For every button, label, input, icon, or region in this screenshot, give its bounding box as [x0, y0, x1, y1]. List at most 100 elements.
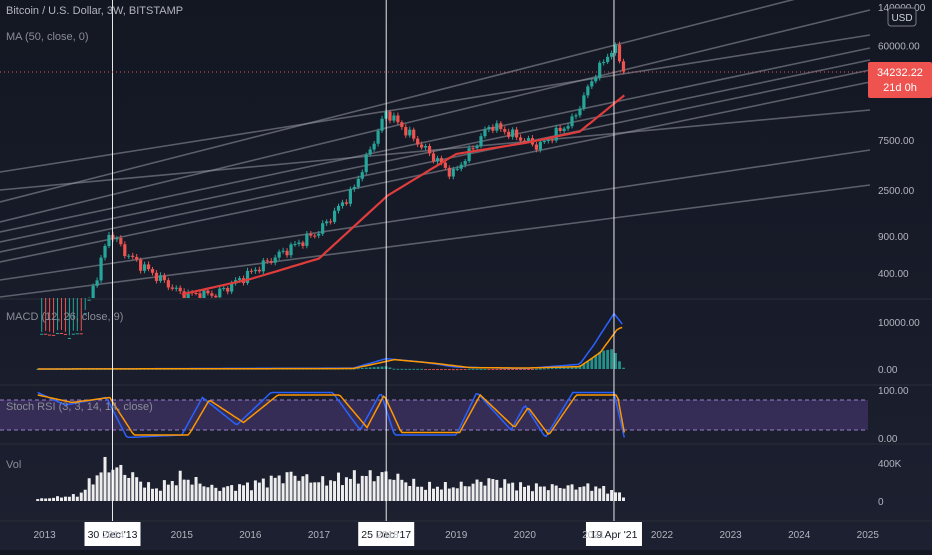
candle-body[interactable] — [150, 269, 155, 273]
candle-body[interactable] — [51, 334, 56, 336]
candle-body[interactable] — [416, 138, 420, 145]
candle-body[interactable] — [281, 250, 285, 252]
candle-body[interactable] — [301, 242, 305, 246]
candle-body[interactable] — [479, 136, 483, 146]
candle-body[interactable] — [297, 242, 301, 244]
candle-body[interactable] — [186, 292, 190, 298]
candle-body[interactable] — [218, 288, 222, 298]
candle-body[interactable] — [119, 238, 123, 245]
candle-body[interactable] — [340, 202, 345, 206]
candle-body[interactable] — [459, 164, 463, 169]
candle-body[interactable] — [146, 264, 151, 270]
candle-body[interactable] — [352, 186, 356, 190]
candle-body[interactable] — [317, 233, 321, 236]
candle-body[interactable] — [594, 77, 598, 82]
candle-body[interactable] — [328, 221, 333, 223]
candle-body[interactable] — [392, 115, 396, 121]
candle-body[interactable] — [423, 146, 428, 148]
macd-title[interactable]: MACD (12, 26, close, 9) — [6, 311, 123, 323]
candle-body[interactable] — [285, 250, 289, 256]
candle-body[interactable] — [412, 129, 416, 139]
candle-body[interactable] — [495, 123, 499, 131]
candle-body[interactable] — [75, 333, 79, 335]
candle-body[interactable] — [515, 129, 519, 138]
candle-body[interactable] — [542, 140, 546, 142]
candle-body[interactable] — [467, 148, 471, 162]
ma-legend[interactable]: MA (50, close, 0) — [6, 31, 89, 43]
candle-body[interactable] — [344, 202, 349, 204]
candle-body[interactable] — [99, 257, 103, 281]
candle-body[interactable] — [210, 293, 214, 296]
candle-body[interactable] — [67, 337, 71, 339]
candle-body[interactable] — [55, 332, 60, 334]
candle-body[interactable] — [40, 333, 44, 335]
candle-body[interactable] — [526, 138, 531, 141]
candle-body[interactable] — [174, 287, 178, 289]
candle-body[interactable] — [79, 333, 83, 335]
candle-body[interactable] — [558, 127, 562, 132]
candle-body[interactable] — [321, 223, 325, 234]
candle-body[interactable] — [107, 234, 111, 247]
candle-body[interactable] — [214, 295, 218, 298]
candle-body[interactable] — [578, 108, 582, 116]
candle-body[interactable] — [522, 140, 527, 142]
candle-body[interactable] — [372, 143, 376, 150]
candle-body[interactable] — [194, 293, 198, 295]
candle-body[interactable] — [166, 280, 170, 288]
candle-body[interactable] — [503, 129, 507, 132]
candle-body[interactable] — [546, 139, 550, 141]
candle-body[interactable] — [348, 189, 352, 204]
candle-body[interactable] — [455, 168, 459, 170]
candle-body[interactable] — [613, 44, 618, 53]
candle-body[interactable] — [245, 270, 250, 284]
candle-body[interactable] — [48, 334, 52, 336]
candle-body[interactable] — [336, 205, 341, 211]
candle-body[interactable] — [606, 56, 610, 63]
candle-body[interactable] — [602, 62, 606, 64]
candle-body[interactable] — [368, 149, 372, 155]
candle-body[interactable] — [463, 161, 467, 165]
stoch-k-line[interactable] — [37, 391, 626, 439]
candle-body[interactable] — [127, 255, 131, 257]
candle-body[interactable] — [586, 86, 590, 96]
candle-body[interactable] — [364, 154, 368, 173]
candle-body[interactable] — [435, 158, 440, 162]
candle-body[interactable] — [507, 131, 511, 137]
candle-body[interactable] — [570, 116, 574, 127]
candle-body[interactable] — [439, 158, 444, 163]
candle-body[interactable] — [237, 278, 242, 281]
candle-body[interactable] — [87, 299, 91, 301]
candle-body[interactable] — [154, 272, 159, 281]
candle-body[interactable] — [257, 269, 261, 272]
candle-body[interactable] — [491, 127, 495, 131]
candle-body[interactable] — [451, 169, 455, 177]
candle-body[interactable] — [158, 275, 163, 281]
candle-body[interactable] — [103, 246, 107, 258]
candle-body[interactable] — [131, 255, 135, 257]
candle-body[interactable] — [178, 287, 182, 292]
candle-body[interactable] — [404, 127, 408, 136]
candle-body[interactable] — [91, 285, 95, 298]
candle-body[interactable] — [332, 210, 337, 222]
candle-body[interactable] — [289, 244, 293, 256]
candle-body[interactable] — [273, 257, 277, 263]
candle-body[interactable] — [313, 235, 317, 237]
candle-body[interactable] — [63, 333, 68, 335]
candle-body[interactable] — [142, 264, 147, 271]
candle-body[interactable] — [420, 144, 424, 148]
candle-body[interactable] — [71, 333, 75, 335]
candle-body[interactable] — [253, 269, 258, 272]
candle-body[interactable] — [206, 290, 210, 294]
candle-body[interactable] — [261, 260, 265, 272]
candle-body[interactable] — [566, 126, 570, 129]
candle-body[interactable] — [554, 127, 558, 141]
stoch-d-line[interactable] — [37, 393, 626, 436]
candle-body[interactable] — [202, 290, 206, 298]
candle-body[interactable] — [325, 221, 329, 224]
candle-body[interactable] — [396, 115, 400, 123]
candle-body[interactable] — [388, 111, 392, 121]
moving-average-line[interactable] — [181, 94, 625, 296]
candle-body[interactable] — [590, 81, 594, 87]
candle-body[interactable] — [400, 122, 404, 128]
candle-body[interactable] — [269, 261, 273, 263]
